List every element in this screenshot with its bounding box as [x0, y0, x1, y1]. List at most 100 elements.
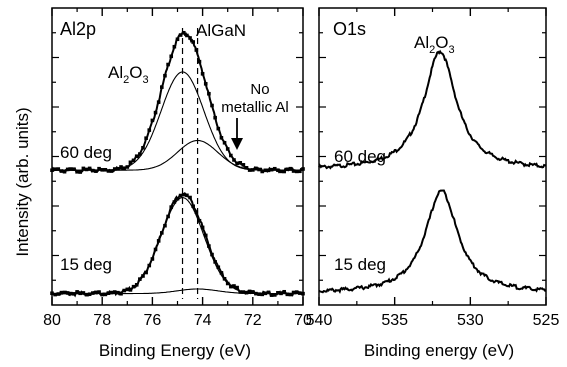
data-point: [78, 170, 83, 174]
data-point: [210, 103, 214, 108]
data-point: [188, 36, 192, 40]
data-point: [260, 292, 265, 297]
data-point: [81, 291, 86, 295]
data-point: [247, 168, 252, 172]
data-point: [203, 233, 208, 238]
data-point: [225, 147, 230, 151]
data-point: [53, 167, 57, 171]
data-point: [138, 152, 142, 156]
data-point: [103, 292, 108, 297]
data-point: [69, 167, 73, 171]
data-point: [272, 166, 277, 171]
data-point: [112, 167, 117, 171]
o1s-curves: [318, 49, 547, 294]
data-point: [53, 292, 57, 297]
x-tick-label: 72: [244, 312, 262, 329]
data-point: [125, 287, 130, 292]
x-tick-label: 74: [194, 312, 212, 329]
data-point: [65, 291, 70, 295]
no-metallic-label-line2: metallic Al: [221, 99, 289, 116]
data-point: [276, 291, 280, 295]
y-axis-label: Intensity (arb. units): [13, 107, 32, 256]
o1s-x-axis-label: Binding energy (eV): [364, 341, 514, 360]
data-point: [87, 292, 92, 297]
al2p-label-15deg: 15 deg: [60, 255, 112, 274]
data-point: [134, 283, 139, 287]
data-point: [131, 158, 136, 163]
x-tick-label: 78: [93, 312, 111, 329]
data-point: [282, 289, 286, 294]
data-point: [160, 85, 164, 89]
data-point: [247, 289, 252, 294]
data-point: [122, 288, 126, 293]
data-point: [266, 290, 271, 295]
data-point: [219, 271, 224, 275]
data-point: [291, 169, 296, 173]
data-point: [238, 290, 243, 294]
fit-component-0: [52, 197, 303, 295]
al2p-panel-title: Al2p: [60, 19, 96, 39]
data-point: [65, 167, 70, 172]
al2p-panel: 80 78 76 74 72 70 Al2p Al2O3 AlGaN No metalli…: [43, 7, 312, 360]
al2p-ticks: 80 78 76 74 72 70: [43, 8, 312, 329]
x-tick-label: 80: [43, 312, 61, 329]
data-point: [181, 30, 186, 35]
data-point: [172, 44, 177, 49]
data-point: [128, 288, 133, 292]
data-point: [62, 169, 67, 174]
o1s-panel-title: O1s: [333, 19, 366, 39]
data-point: [109, 290, 114, 295]
data-point: [185, 193, 189, 198]
data-point: [109, 169, 114, 173]
data-point: [222, 140, 227, 145]
data-point: [175, 196, 180, 201]
data-point: [191, 204, 195, 209]
data-point: [294, 290, 299, 294]
o1s-label-15deg: 15 deg: [334, 255, 386, 274]
data-point: [282, 169, 286, 174]
data-point: [153, 110, 158, 115]
data-point: [94, 169, 98, 173]
data-point: [147, 128, 152, 132]
data-point: [194, 210, 199, 214]
data-point: [181, 192, 186, 197]
data-point: [75, 290, 79, 294]
data-point: [232, 158, 236, 162]
data-point: [291, 290, 296, 295]
data-point: [238, 161, 243, 165]
fit-component-1: [52, 139, 303, 171]
al2p-label-60deg: 60 deg: [60, 143, 112, 162]
data-point: [84, 167, 89, 172]
data-point: [119, 165, 123, 169]
data-point: [163, 73, 167, 78]
data-point: [207, 244, 211, 248]
data-point: [229, 153, 233, 158]
data-point: [222, 277, 227, 281]
data-point: [188, 195, 192, 200]
data-point: [235, 285, 239, 290]
data-point: [128, 160, 133, 165]
data-point: [194, 48, 199, 52]
x-tick-label: 540: [306, 312, 333, 329]
data-point: [87, 166, 92, 171]
measured-spectrum-15-deg: [51, 191, 304, 298]
data-point: [134, 154, 139, 159]
data-point: [197, 218, 202, 223]
data-point: [150, 118, 155, 123]
data-point: [178, 193, 183, 198]
x-tick-label: 76: [144, 312, 162, 329]
data-point: [213, 115, 217, 120]
o1s-panel: 540 535 530 525 O1s Al2O3 60 deg 15 deg Bin…: [306, 7, 559, 360]
data-point: [97, 166, 101, 171]
o1s-label-60deg: 60 deg: [334, 147, 386, 166]
data-point: [185, 33, 189, 38]
fit-component-1: [52, 288, 303, 295]
data-point: [219, 135, 224, 140]
data-point: [112, 290, 117, 294]
data-point: [75, 169, 79, 174]
o1s-al2o3-label: Al2O3: [414, 33, 455, 56]
data-point: [59, 169, 64, 173]
o1s-ticks: 540 535 530 525: [306, 8, 559, 329]
algan-label: AlGaN: [196, 21, 246, 40]
